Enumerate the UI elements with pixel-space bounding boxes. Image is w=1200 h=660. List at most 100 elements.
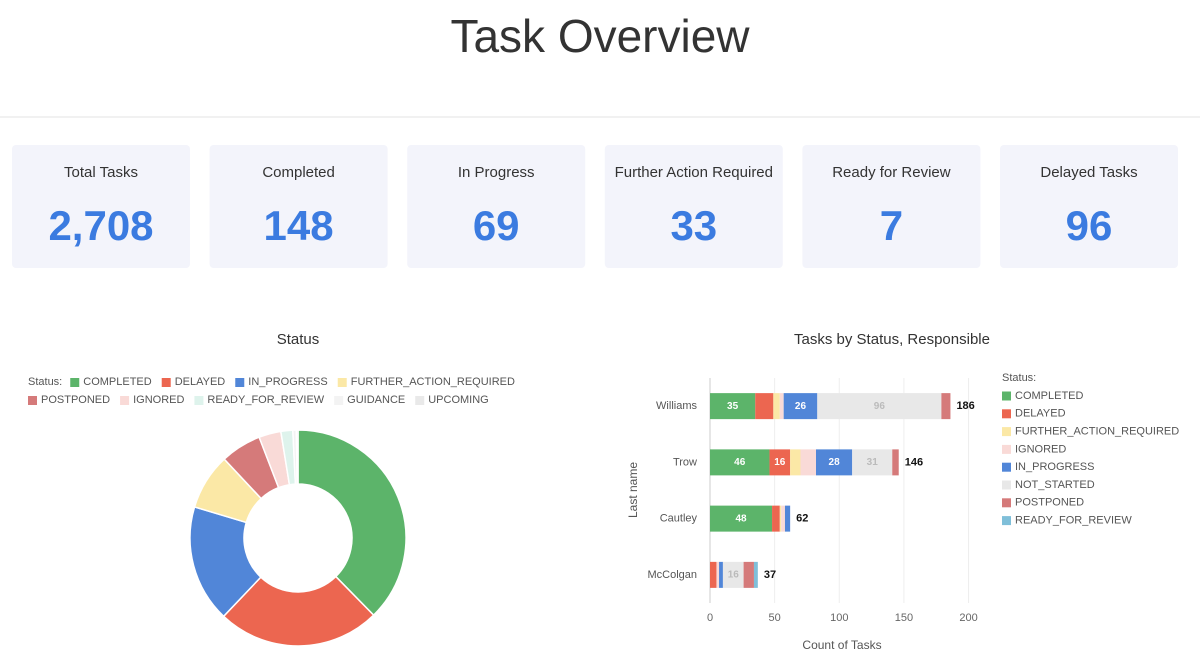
- legend-item: FURTHER_ACTION_REQUIRED: [337, 376, 515, 388]
- legend-item: IN_PROGRESS: [235, 376, 328, 388]
- bar-segment: [941, 393, 951, 420]
- total-label: 186: [956, 400, 974, 412]
- y-tick-label: Williams: [656, 400, 697, 412]
- kpi-card: [1000, 145, 1178, 268]
- legend-item: GUIDANCE: [334, 394, 405, 406]
- total-label: 37: [764, 569, 776, 581]
- x-tick-label: 50: [769, 612, 781, 624]
- segment-label: 35: [727, 401, 739, 412]
- segment-label: 26: [795, 401, 807, 412]
- y-tick-label: McColgan: [647, 569, 697, 581]
- legend-label: IGNORED: [133, 394, 184, 406]
- legend-title: Status:: [28, 376, 62, 388]
- legend-label: IN_PROGRESS: [1015, 461, 1094, 473]
- legend-swatch: [194, 396, 204, 405]
- legend-label: IGNORED: [1015, 443, 1066, 455]
- segment-label: 96: [874, 401, 886, 412]
- total-label: 146: [905, 456, 923, 468]
- x-axis-label: Count of Tasks: [802, 638, 881, 652]
- kpi-card: [209, 145, 388, 268]
- legend-item: UPCOMING: [415, 394, 489, 406]
- kpi-label: Ready for Review: [832, 164, 951, 181]
- total-label: 62: [796, 513, 808, 525]
- kpi-value: 2,708: [48, 202, 153, 249]
- kpi-label: In Progress: [458, 164, 535, 181]
- legend-label: FURTHER_ACTION_REQUIRED: [1015, 426, 1179, 438]
- kpi-label: Further Action Required: [615, 164, 773, 181]
- kpi-value: 96: [1066, 202, 1113, 249]
- kpi-value: 7: [880, 202, 903, 249]
- y-axis-label: Last name: [626, 462, 640, 518]
- bar-segment: [722, 561, 744, 588]
- bar-segment: [816, 449, 853, 476]
- segment-label: 16: [774, 457, 786, 468]
- legend-swatch: [1002, 391, 1011, 401]
- legend-swatch: [1002, 498, 1011, 508]
- legend-swatch: [1002, 462, 1011, 472]
- legend-swatch: [1002, 444, 1011, 454]
- legend-swatch: [235, 378, 245, 387]
- legend-label: COMPLETED: [1015, 390, 1084, 402]
- segment-label: 16: [728, 570, 740, 581]
- legend-label: READY_FOR_REVIEW: [1015, 515, 1132, 527]
- kpi-label: Total Tasks: [64, 164, 138, 181]
- kpi-value: 148: [264, 202, 334, 249]
- legend-item: IGNORED: [120, 394, 184, 406]
- legend-swatch: [28, 396, 37, 405]
- legend-label: POSTPONED: [41, 394, 110, 406]
- bar-segment: [781, 505, 785, 532]
- x-tick-label: 150: [895, 612, 913, 624]
- legend-item: COMPLETED: [70, 376, 152, 388]
- donut-slice: [222, 575, 375, 647]
- kpi-value: 69: [473, 202, 520, 249]
- bar-segment: [773, 393, 780, 420]
- legend-swatch: [1002, 427, 1011, 437]
- bar-segment: [710, 449, 770, 476]
- chart-title: Tasks by Status, Responsible: [794, 331, 990, 348]
- bar-segment: [779, 505, 782, 532]
- segment-label: 28: [829, 457, 841, 468]
- legend-title: Status:: [1002, 372, 1036, 384]
- legend-swatch: [161, 378, 171, 387]
- legend-label: UPCOMING: [428, 394, 489, 406]
- bar-segment: [892, 449, 899, 476]
- kpi-label: Completed: [262, 164, 335, 181]
- legend-swatch: [70, 378, 80, 387]
- legend-swatch: [415, 396, 425, 405]
- chart-title: Status: [277, 331, 320, 348]
- segment-label: 48: [735, 513, 747, 524]
- bar-segment: [719, 561, 723, 588]
- legend-swatch: [337, 378, 347, 387]
- bar-segment: [710, 393, 756, 420]
- legend-swatch: [1002, 516, 1011, 526]
- legend-label: COMPLETED: [83, 376, 152, 388]
- x-tick-label: 200: [959, 612, 977, 624]
- bar-segment: [716, 561, 720, 588]
- legend-item: DELAYED: [161, 376, 226, 388]
- bar-segment: [710, 561, 717, 588]
- legend-swatch: [334, 396, 344, 405]
- legend-swatch: [1002, 409, 1011, 419]
- legend-label: DELAYED: [1015, 408, 1066, 420]
- x-tick-label: 0: [707, 612, 713, 624]
- y-tick-label: Trow: [673, 456, 697, 468]
- bar-segment: [817, 393, 942, 420]
- segment-label: 46: [734, 457, 746, 468]
- page-title: Task Overview: [450, 10, 750, 62]
- legend-label: POSTPONED: [1015, 497, 1084, 509]
- legend-label: FURTHER_ACTION_REQUIRED: [351, 376, 515, 388]
- donut-slice: [297, 429, 407, 617]
- segment-label: 31: [867, 457, 879, 468]
- legend-swatch: [120, 396, 130, 405]
- legend-label: NOT_STARTED: [1015, 479, 1095, 491]
- bar-segment: [800, 449, 816, 476]
- kpi-label: Delayed Tasks: [1040, 164, 1137, 181]
- legend-label: IN_PROGRESS: [248, 376, 327, 388]
- y-tick-label: Cautley: [660, 513, 698, 525]
- x-tick-label: 100: [830, 612, 848, 624]
- legend-swatch: [1002, 480, 1011, 490]
- legend-item: READY_FOR_REVIEW: [194, 394, 325, 406]
- legend-label: DELAYED: [175, 376, 226, 388]
- bar-segment: [779, 393, 784, 420]
